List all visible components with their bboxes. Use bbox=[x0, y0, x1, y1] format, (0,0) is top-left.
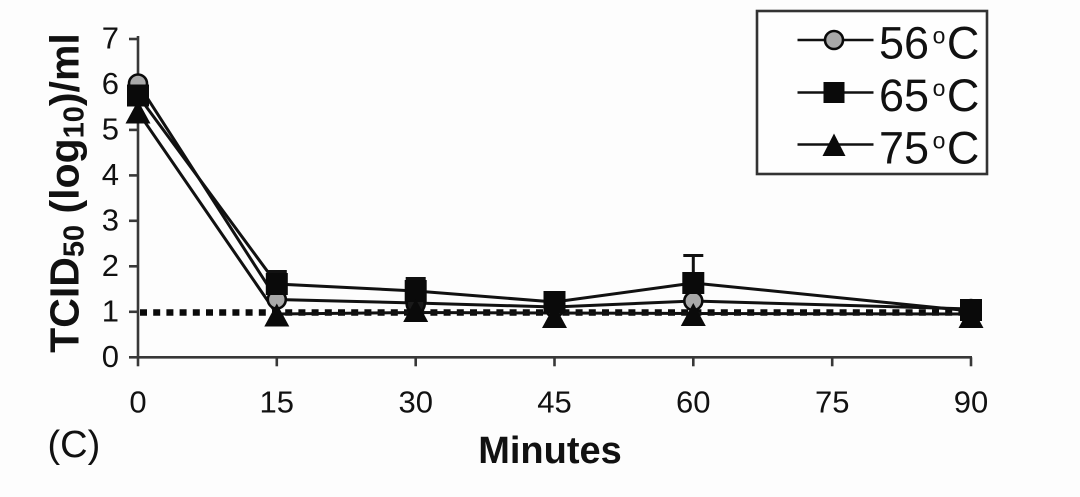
svg-text:75: 75 bbox=[815, 385, 849, 420]
svg-text:4: 4 bbox=[102, 157, 119, 192]
svg-text:0: 0 bbox=[129, 385, 146, 420]
svg-text:TCID50 (log10)/ml: TCID50 (log10)/ml bbox=[42, 33, 91, 353]
svg-text:3: 3 bbox=[102, 202, 119, 237]
svg-text:45: 45 bbox=[537, 385, 571, 420]
svg-text:0: 0 bbox=[102, 339, 119, 374]
svg-text:90: 90 bbox=[954, 385, 988, 420]
svg-text:7: 7 bbox=[102, 21, 119, 56]
svg-text:(C): (C) bbox=[48, 424, 101, 466]
svg-text:30: 30 bbox=[398, 385, 432, 420]
svg-text:5: 5 bbox=[102, 111, 119, 146]
svg-text:15: 15 bbox=[260, 385, 294, 420]
svg-text:60: 60 bbox=[676, 385, 710, 420]
svg-text:6: 6 bbox=[102, 66, 119, 101]
svg-text:1: 1 bbox=[102, 293, 119, 328]
svg-text:2: 2 bbox=[102, 248, 119, 283]
svg-text:Minutes: Minutes bbox=[478, 430, 622, 472]
